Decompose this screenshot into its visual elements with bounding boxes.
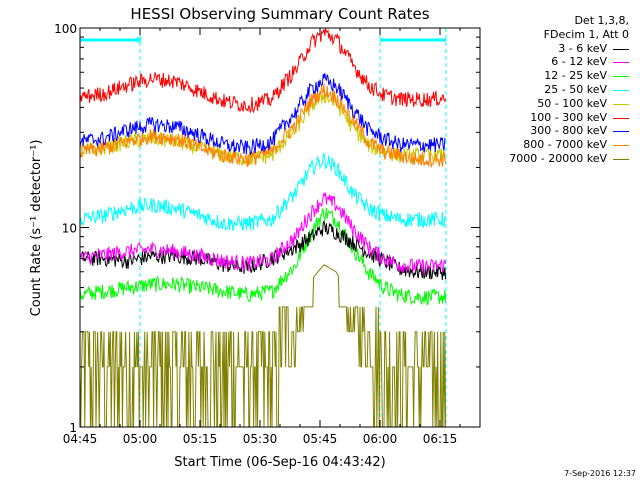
x-tick-label: 05:00 [123, 432, 158, 446]
legend-label: 50 - 100 keV [537, 96, 607, 110]
legend-label: 3 - 6 keV [558, 41, 607, 55]
legend-swatch [613, 117, 629, 119]
legend-item: 300 - 800 keV [480, 124, 635, 138]
legend-label: 12 - 25 keV [544, 69, 607, 83]
legend-header-line-2: FDecim 1, Att 0 [543, 27, 629, 41]
x-tick-label: 06:00 [363, 432, 398, 446]
x-tick-label: 05:45 [303, 432, 338, 446]
series-line [79, 219, 447, 280]
legend-swatch [613, 76, 629, 78]
legend-swatch [613, 145, 629, 147]
legend-item: 800 - 7000 keV [480, 138, 635, 152]
legend-label: 6 - 12 keV [551, 55, 607, 69]
series-line [79, 91, 446, 167]
x-tick-label: 05:30 [243, 432, 278, 446]
legend-label: 100 - 300 keV [530, 110, 607, 124]
chart-title: HESSI Observing Summary Count Rates [130, 5, 429, 23]
series-line [79, 28, 447, 114]
legend-header-line-1: Det 1,3,8, [574, 14, 629, 27]
x-axis-label: Start Time (06-Sep-16 04:43:42) [174, 455, 385, 470]
series-line [79, 73, 446, 155]
series-line [79, 264, 447, 428]
legend-item: 3 - 6 keV [480, 42, 635, 56]
legend-item: 12 - 25 keV [480, 69, 635, 83]
legend-swatch [613, 158, 629, 160]
series-line [79, 207, 447, 306]
series-line [79, 191, 447, 276]
legend-label: 800 - 7000 keV [523, 138, 607, 152]
legend-swatch [613, 103, 629, 105]
x-tick-label: 04:45 [63, 432, 98, 446]
legend-swatch [613, 89, 629, 91]
legend-swatch [613, 48, 629, 50]
legend-swatch [613, 131, 629, 133]
series-layer [79, 28, 447, 428]
legend-item: 50 - 100 keV [480, 97, 635, 111]
axes: 04:45 05:00 05:15 05:30 05:45 06:00 06:15 1 10 10… [54, 22, 481, 446]
series-line [79, 83, 447, 168]
generated-timestamp: 7-Sep-2016 12:37 [564, 469, 636, 478]
legend-item: 25 - 50 keV [480, 83, 635, 97]
series-line [79, 152, 447, 231]
legend: Det 1,3,8, FDecim 1, Att 0 3 - 6 keV 6 -… [480, 14, 635, 166]
legend-item: 100 - 300 keV [480, 111, 635, 125]
y-tick-label: 1 [69, 421, 77, 435]
y-tick-label: 100 [54, 22, 77, 36]
legend-item: 7000 - 20000 keV [480, 152, 635, 166]
x-tick-label: 05:15 [183, 432, 218, 446]
y-tick-label: 10 [62, 222, 77, 236]
night-label: N [136, 36, 142, 45]
legend-item: 6 - 12 keV [480, 55, 635, 69]
legend-label: 300 - 800 keV [530, 124, 607, 138]
y-axis-label: Count Rate (s⁻¹ detector⁻¹) [29, 140, 44, 317]
legend-swatch [613, 62, 629, 64]
legend-label: 7000 - 20000 keV [509, 151, 607, 165]
legend-label: 25 - 50 keV [544, 82, 607, 96]
x-tick-label: 06:15 [423, 432, 458, 446]
